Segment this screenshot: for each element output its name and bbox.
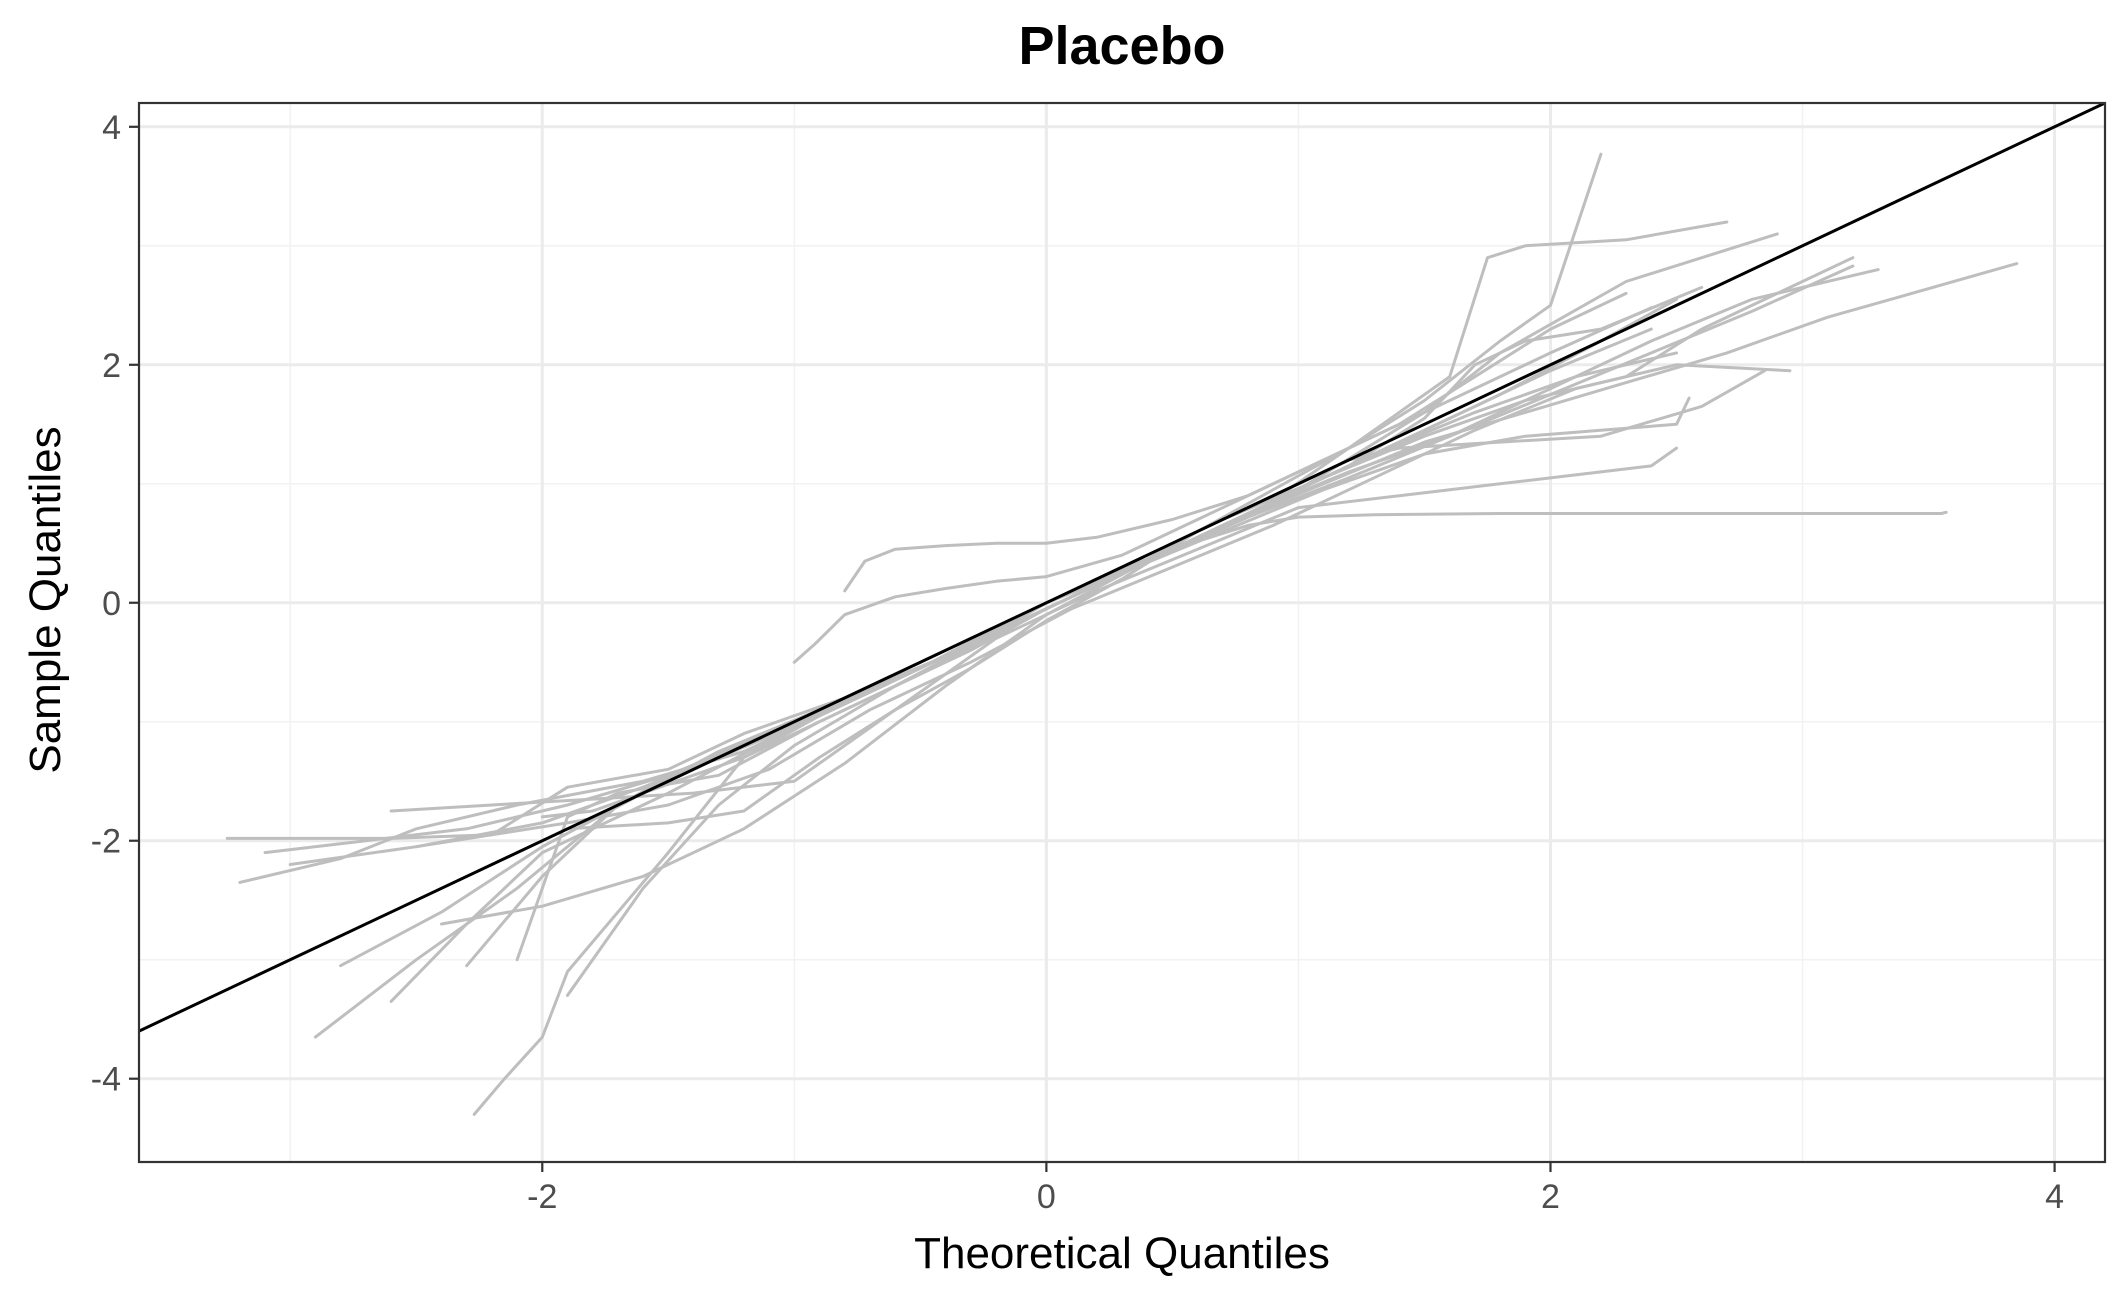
x-axis: -2 0 2 4 <box>527 1162 2064 1216</box>
qq-series-line-10 <box>414 363 1792 849</box>
y-tick-label: -2 <box>91 823 121 861</box>
qq-series-line-3 <box>843 291 1628 593</box>
x-tick-label: 2 <box>1541 1178 1560 1216</box>
y-tick-label: 4 <box>102 109 121 147</box>
x-axis-title: Theoretical Quantiles <box>914 1229 1330 1278</box>
x-tick-label: 0 <box>1037 1178 1056 1216</box>
qq-series-line-17 <box>566 369 1767 831</box>
panel-border <box>137 101 2107 1164</box>
y-axis: -4 -2 0 2 4 <box>91 109 139 1099</box>
reference-line-layer <box>139 103 2105 1033</box>
minor-gridlines <box>139 103 2105 1162</box>
qq-series-layer <box>225 152 2019 1116</box>
qq-series-line-16 <box>540 285 1704 819</box>
x-tick-label: 4 <box>2045 1178 2064 1216</box>
reference-line <box>139 103 2105 1033</box>
y-tick-label: -4 <box>91 1061 121 1099</box>
major-gridlines <box>139 103 2105 1162</box>
qq-series-line-15 <box>263 351 1678 855</box>
panel-frame <box>137 101 2107 1164</box>
chart-title: Placebo <box>1018 16 1225 76</box>
y-axis-title: Sample Quantiles <box>21 426 70 773</box>
plot-panel <box>139 103 2105 1162</box>
y-tick-label: 2 <box>102 347 121 385</box>
x-tick-label: -2 <box>527 1178 557 1216</box>
panel-background <box>139 103 2105 1162</box>
qq-series-line-18 <box>389 446 1678 813</box>
y-tick-label: 0 <box>102 585 121 623</box>
